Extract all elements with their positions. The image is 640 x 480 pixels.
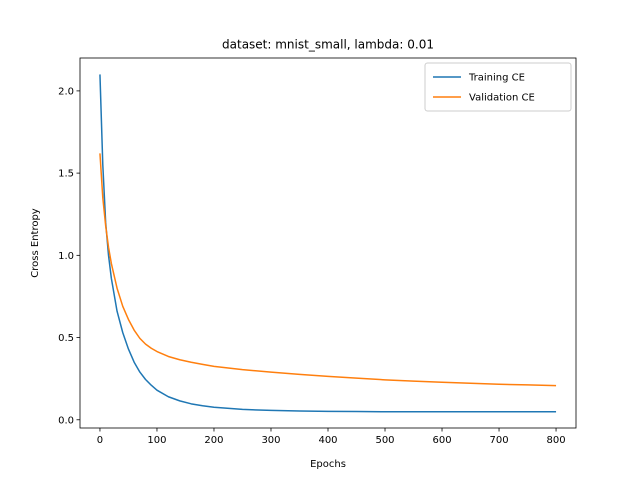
x-tick-label: 800 xyxy=(546,435,565,446)
y-tick-label: 1.0 xyxy=(58,251,74,262)
y-tick-label: 0.5 xyxy=(58,333,74,344)
x-tick-label: 400 xyxy=(318,435,337,446)
series-layer xyxy=(99,74,557,413)
x-axis-label: Epochs xyxy=(310,459,346,470)
x-tick-label: 500 xyxy=(375,435,394,446)
x-tick-label: 700 xyxy=(489,435,508,446)
y-tick-label: 2.0 xyxy=(58,86,74,97)
y-axis-label: Cross Entropy xyxy=(30,208,41,278)
x-tick-label: 300 xyxy=(261,435,280,446)
legend-label-validation-ce: Validation CE xyxy=(469,93,535,104)
x-tick-label: 100 xyxy=(147,435,166,446)
legend-box xyxy=(424,62,572,112)
x-tick-label: 200 xyxy=(204,435,223,446)
chart-title: dataset: mnist_small, lambda: 0.01 xyxy=(222,38,434,52)
y-tick-label: 0.0 xyxy=(58,415,74,426)
y-tick-label: 1.5 xyxy=(58,169,74,180)
x-tick-label: 600 xyxy=(432,435,451,446)
series-line-validation-ce xyxy=(99,153,557,387)
legend: Training CE Validation CE xyxy=(424,62,572,112)
plot-frame xyxy=(79,57,577,429)
legend-label-training-ce: Training CE xyxy=(468,73,525,84)
axes-layer: 0 100 200 300 400 500 600 700 800 0.0 0.5 1.0 1.5 2.0 xyxy=(58,86,565,446)
series-line-training-ce xyxy=(99,74,557,413)
x-tick-label: 0 xyxy=(97,435,103,446)
